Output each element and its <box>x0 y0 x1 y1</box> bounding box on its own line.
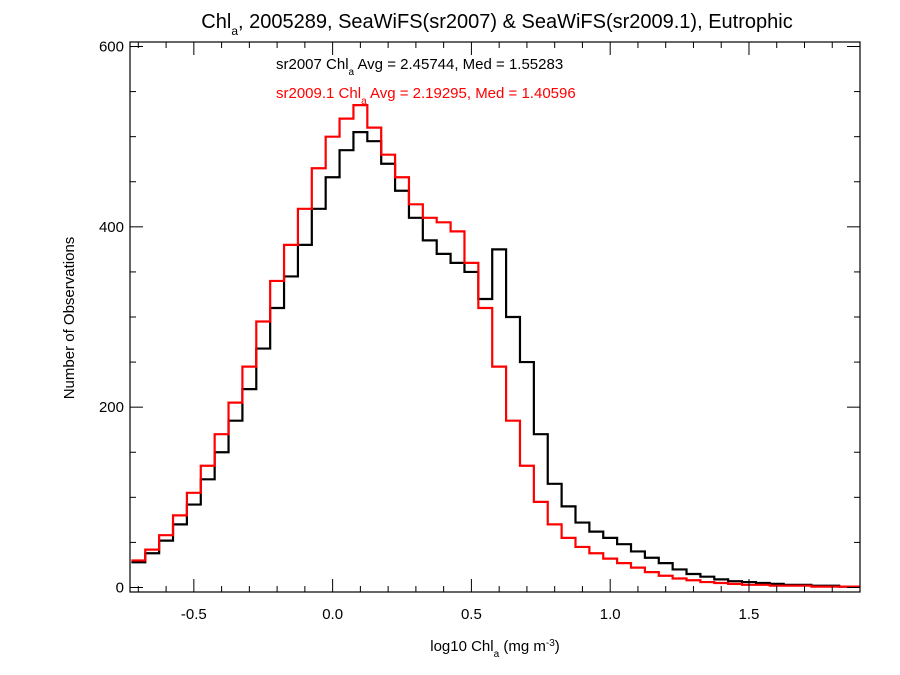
series-sr2007-line <box>131 131 860 588</box>
x-tick-label: 1.5 <box>739 606 760 623</box>
axes-frame <box>129 41 861 593</box>
x-tick-label: 0.5 <box>461 606 482 623</box>
chart-title: Chla, 2005289, SeaWiFS(sr2007) & SeaWiFS… <box>201 11 792 38</box>
series-layer <box>131 104 860 588</box>
sr2007-stats-annotation: sr2007 Chla Avg = 2.45744, Med = 1.55283 <box>276 56 563 78</box>
x-tick-label: 0.0 <box>322 606 343 623</box>
tick-layer: -0.5 0.0 0.5 1.0 1.5 0 200 400 600 <box>99 39 861 623</box>
plot-frame <box>129 41 861 593</box>
series-sr2009-1-line <box>131 104 860 588</box>
y-tick-label: 400 <box>99 219 124 236</box>
y-tick-label: 0 <box>116 579 124 596</box>
sr2009-stats-annotation: sr2009.1 Chla Avg = 2.19295, Med = 1.405… <box>276 85 576 107</box>
x-tick-label: 1.0 <box>600 606 621 623</box>
y-axis-title: Number of Observations <box>61 237 78 400</box>
y-tick-label: 200 <box>99 399 124 416</box>
y-tick-label: 600 <box>99 39 124 56</box>
x-axis-title: log10 Chla (mg m-3) <box>430 638 560 660</box>
x-tick-label: -0.5 <box>181 606 207 623</box>
